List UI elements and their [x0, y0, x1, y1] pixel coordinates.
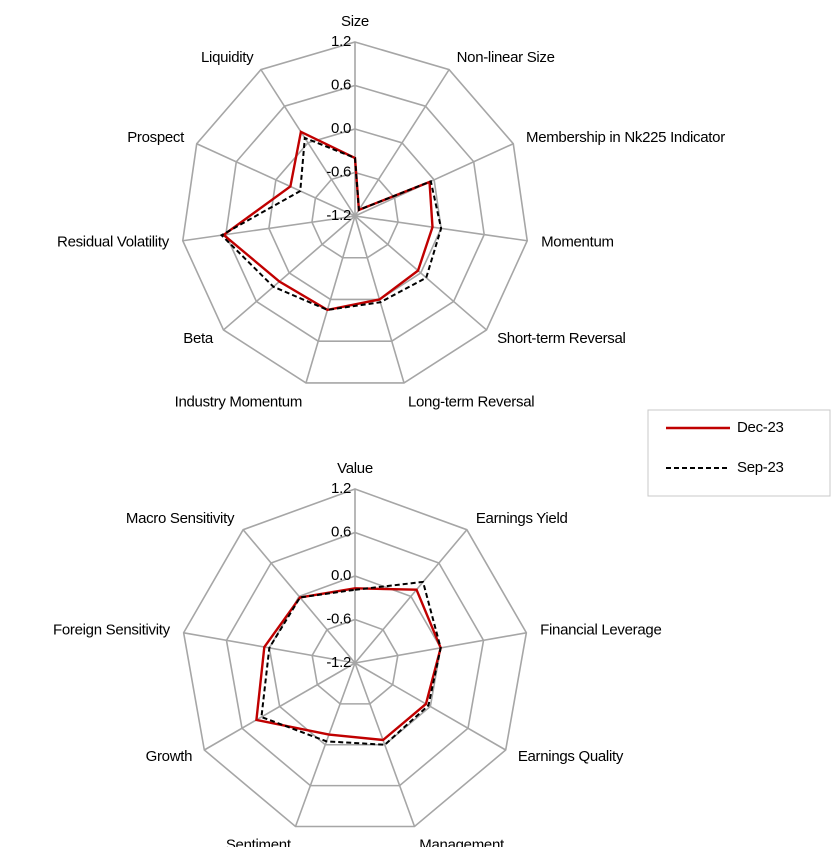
spoke [354, 529, 468, 664]
axis-label: Short-term Reversal [497, 330, 626, 347]
spoke [354, 142, 514, 217]
tick-label: -0.6 [326, 163, 351, 180]
tick-label: 0.6 [331, 523, 351, 540]
grid-ring [182, 488, 528, 828]
axis-label: Growth [146, 748, 193, 765]
spoke [354, 215, 488, 331]
axis-label: Membership in Nk225 Indicator [526, 129, 725, 146]
tick-label: 0.0 [331, 567, 351, 584]
tick-label: 0.0 [331, 120, 351, 137]
axis-label: Financial Leverage [540, 621, 661, 638]
spoke [354, 69, 450, 217]
axis-label: Size [341, 13, 369, 30]
axis-label: Momentum [541, 234, 614, 251]
spoke [242, 529, 356, 664]
spoke [354, 662, 416, 827]
axis-label: Industry Momentum [175, 393, 302, 410]
grid-ring [268, 128, 442, 301]
axis-label: Prospect [127, 129, 185, 146]
grid-ring [225, 531, 485, 787]
axis-label: Management [419, 837, 505, 847]
series-line [260, 580, 442, 746]
axis-label: Residual Volatility [57, 234, 170, 251]
tick-label: 1.2 [331, 480, 351, 497]
axis-label: Value [337, 460, 373, 477]
spoke [182, 215, 356, 242]
tick-label: -1.2 [326, 207, 351, 224]
legend-box [647, 409, 831, 497]
tick-label: -0.6 [326, 610, 351, 627]
tick-label: 1.2 [331, 33, 351, 50]
spoke [196, 142, 356, 217]
grid-ring [311, 618, 399, 705]
legend-label: Sep-23 [737, 459, 784, 476]
axis-label: Long-term Reversal [408, 393, 534, 410]
legend-label: Dec-23 [737, 419, 784, 436]
grid-ring [225, 84, 485, 343]
grid-ring [311, 171, 399, 259]
grid-ring [181, 41, 529, 384]
spoke [260, 69, 356, 217]
series-line [255, 587, 442, 742]
spoke [222, 215, 356, 331]
axis-label: Macro Sensitivity [126, 510, 235, 527]
axis-label: Liquidity [201, 49, 254, 66]
spoke [354, 662, 507, 751]
axis-label: Earnings Quality [518, 748, 624, 765]
axis-label: Beta [183, 330, 214, 347]
axis-label: Earnings Yield [476, 510, 568, 527]
tick-label: 0.6 [331, 76, 351, 93]
series-line [219, 136, 443, 311]
axis-label: Foreign Sensitivity [53, 621, 171, 638]
axis-label: Non-linear Size [457, 49, 555, 66]
spoke [294, 662, 356, 827]
tick-label: -1.2 [326, 654, 351, 671]
spoke [305, 215, 356, 384]
spoke [203, 662, 356, 751]
axis-label: Sentiment [226, 837, 292, 847]
